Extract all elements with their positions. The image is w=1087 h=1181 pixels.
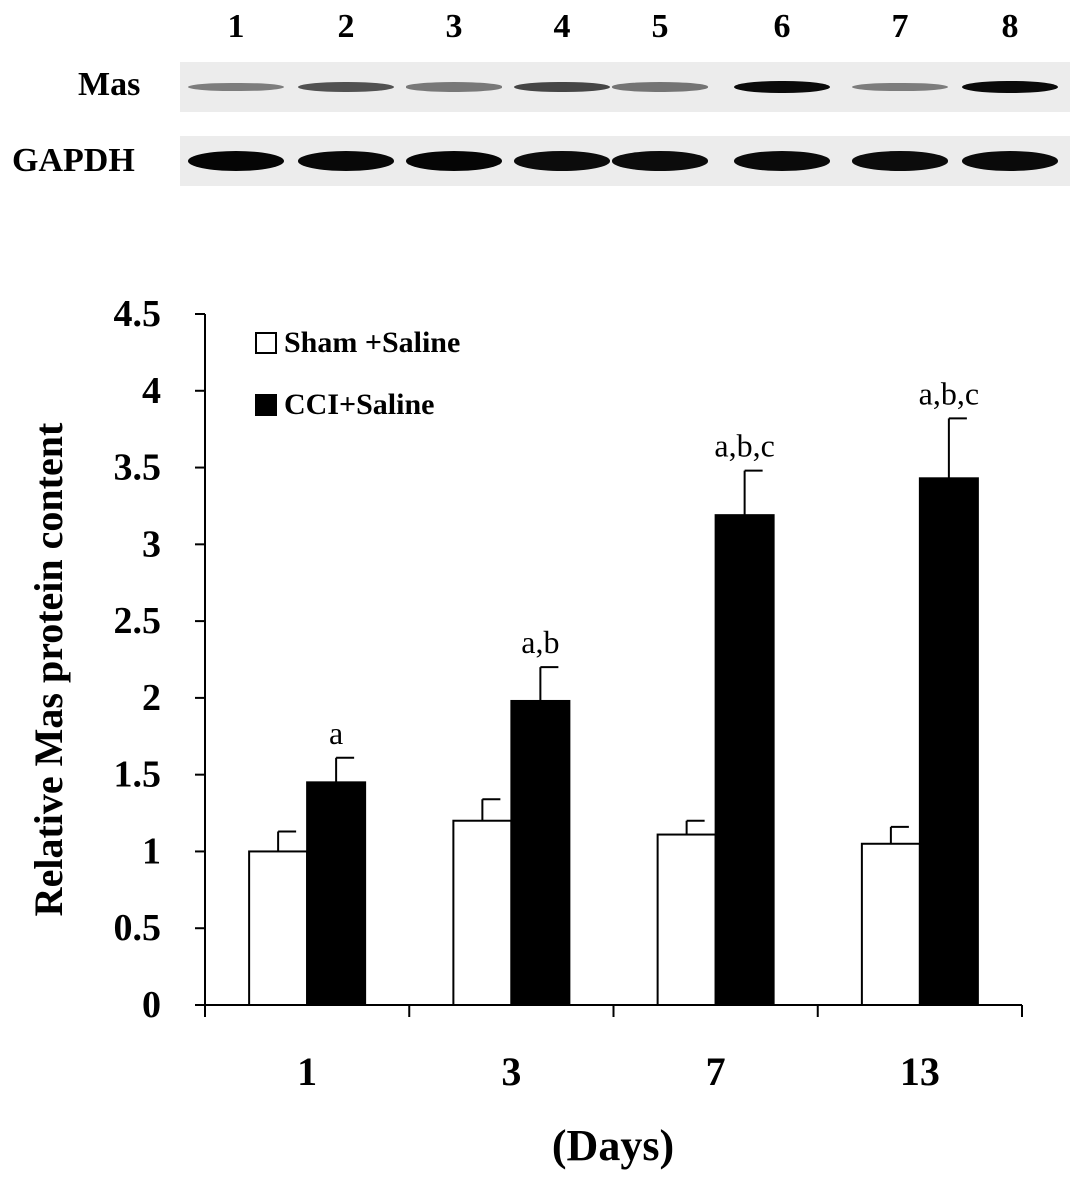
blot-band xyxy=(612,82,708,92)
lane-label: 7 xyxy=(891,8,909,45)
significance-label: a xyxy=(329,715,343,751)
significance-label: a,b xyxy=(521,624,559,660)
legend-label: Sham +Saline xyxy=(284,326,460,359)
blot-band xyxy=(406,151,502,171)
significance-label: a,b,c xyxy=(919,375,979,411)
bar-cci-saline xyxy=(714,514,775,1006)
lane-label: 5 xyxy=(651,8,669,45)
lane-label: 8 xyxy=(1001,8,1019,45)
blot-band xyxy=(298,81,394,93)
x-tick-label: 7 xyxy=(706,1049,726,1094)
lane-label: 4 xyxy=(553,8,571,45)
y-axis-title: Relative Mas protein content xyxy=(26,422,71,916)
lane-label: 1 xyxy=(227,8,245,45)
lane-label: 3 xyxy=(445,8,463,45)
y-tick-label: 4.5 xyxy=(114,293,162,335)
y-tick-label: 1 xyxy=(142,830,161,872)
blot-band xyxy=(962,80,1058,94)
blot-band xyxy=(514,151,610,171)
blot-band xyxy=(298,151,394,171)
blot-band xyxy=(852,151,948,171)
bar-cci-saline xyxy=(306,781,367,1006)
legend-swatch xyxy=(255,332,277,354)
bar-cci-saline xyxy=(510,699,571,1006)
blot-band xyxy=(852,82,948,92)
blot-band xyxy=(734,151,830,171)
blot-band xyxy=(612,151,708,171)
blot-strip xyxy=(180,136,1070,186)
bar-chart: 0 0.5 1 1.5 2 2.5 3 3.5 4 4.5 1 a 3 a,b 7 a,b,c 13 a,b,c S… xyxy=(26,293,1023,1170)
y-tick-label: 0.5 xyxy=(114,907,162,949)
x-tick-label: 13 xyxy=(900,1049,940,1094)
blot-row-label: Mas xyxy=(78,66,141,103)
blot-row-label: GAPDH xyxy=(12,142,135,179)
y-tick-label: 2 xyxy=(142,677,161,719)
significance-label: a,b,c xyxy=(714,428,774,464)
blot-strip xyxy=(180,62,1070,112)
x-tick-label: 3 xyxy=(501,1049,521,1094)
y-tick-label: 1.5 xyxy=(114,754,162,796)
bar-sham-saline xyxy=(656,833,717,1007)
western-blot: 1 2 3 4 5 6 7 8 Mas GAPDH xyxy=(0,0,1087,200)
y-tick-label: 3.5 xyxy=(114,447,162,489)
blot-band xyxy=(406,82,502,92)
bar-cci-saline xyxy=(918,477,979,1006)
lane-label: 2 xyxy=(337,8,355,45)
y-tick-label: 3 xyxy=(142,523,161,565)
blot-band xyxy=(514,81,610,93)
blot-band xyxy=(962,151,1058,171)
legend-label: CCI+Saline xyxy=(284,388,434,421)
bar-sham-saline xyxy=(860,842,921,1006)
blot-band xyxy=(734,80,830,94)
legend-swatch xyxy=(255,394,277,416)
y-tick-label: 0 xyxy=(142,984,161,1026)
blot-band xyxy=(188,82,284,92)
y-tick-label: 4 xyxy=(142,370,161,412)
x-tick-label: 1 xyxy=(297,1049,317,1094)
blot-band xyxy=(188,151,284,171)
bar-sham-saline xyxy=(248,850,309,1007)
lane-label: 6 xyxy=(773,8,791,45)
x-axis-title: (Days) xyxy=(552,1121,674,1170)
bar-sham-saline xyxy=(452,819,513,1006)
y-tick-label: 2.5 xyxy=(114,600,162,642)
